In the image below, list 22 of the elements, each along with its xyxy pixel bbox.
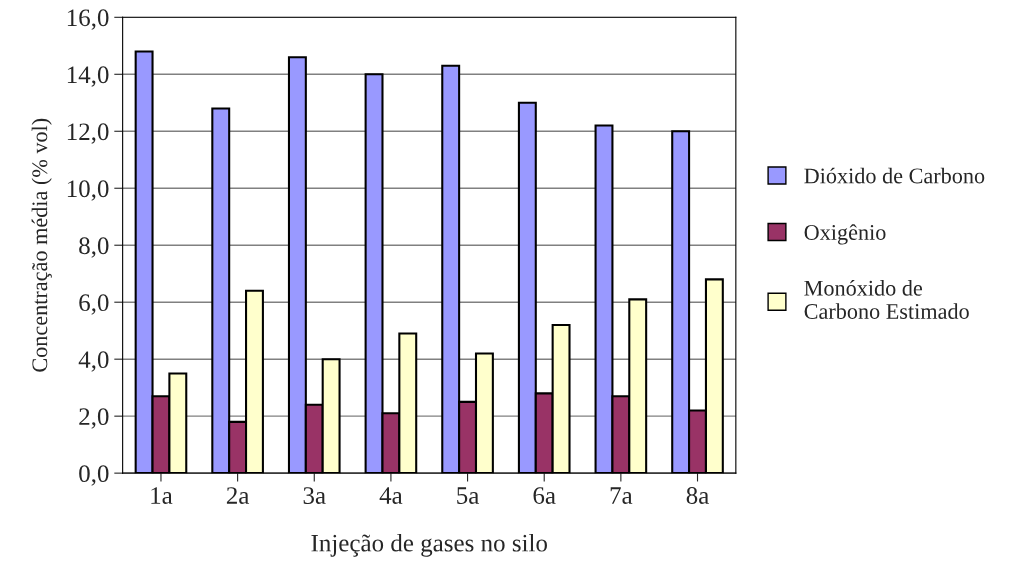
y-axis-title: Concentração média (% vol) xyxy=(31,118,52,372)
x-tick-label: 5a xyxy=(457,487,480,504)
x-tick-label: 4a xyxy=(379,487,403,504)
y-tick-label: 4,0 xyxy=(78,351,109,372)
y-tick-label: 6,0 xyxy=(79,294,109,315)
x-tick-label: 7a xyxy=(610,487,633,504)
legend-label: Dióxido de Carbono xyxy=(804,167,985,184)
x-tick-label: 1a xyxy=(151,487,173,504)
x-tick-label: 3a xyxy=(303,487,326,504)
legend-label: Oxigênio xyxy=(804,224,886,245)
legend-label: Monóxido de Carbono Estimado xyxy=(804,280,969,319)
x-tick-label: 8a xyxy=(686,487,709,504)
x-tick-label: 6a xyxy=(533,487,556,504)
y-tick-label: 14,0 xyxy=(67,66,109,87)
y-tick-label: 2,0 xyxy=(79,408,109,429)
y-tick-label: 10,0 xyxy=(67,180,109,201)
y-tick-label: 8,0 xyxy=(79,237,109,258)
y-tick-label: 16,0 xyxy=(67,9,109,30)
y-tick-label: 12,0 xyxy=(67,123,109,144)
x-tick-label: 2a xyxy=(226,487,250,504)
x-axis-title: Injeção de gases no silo xyxy=(311,534,547,557)
y-tick-label: 0,0 xyxy=(79,465,109,486)
